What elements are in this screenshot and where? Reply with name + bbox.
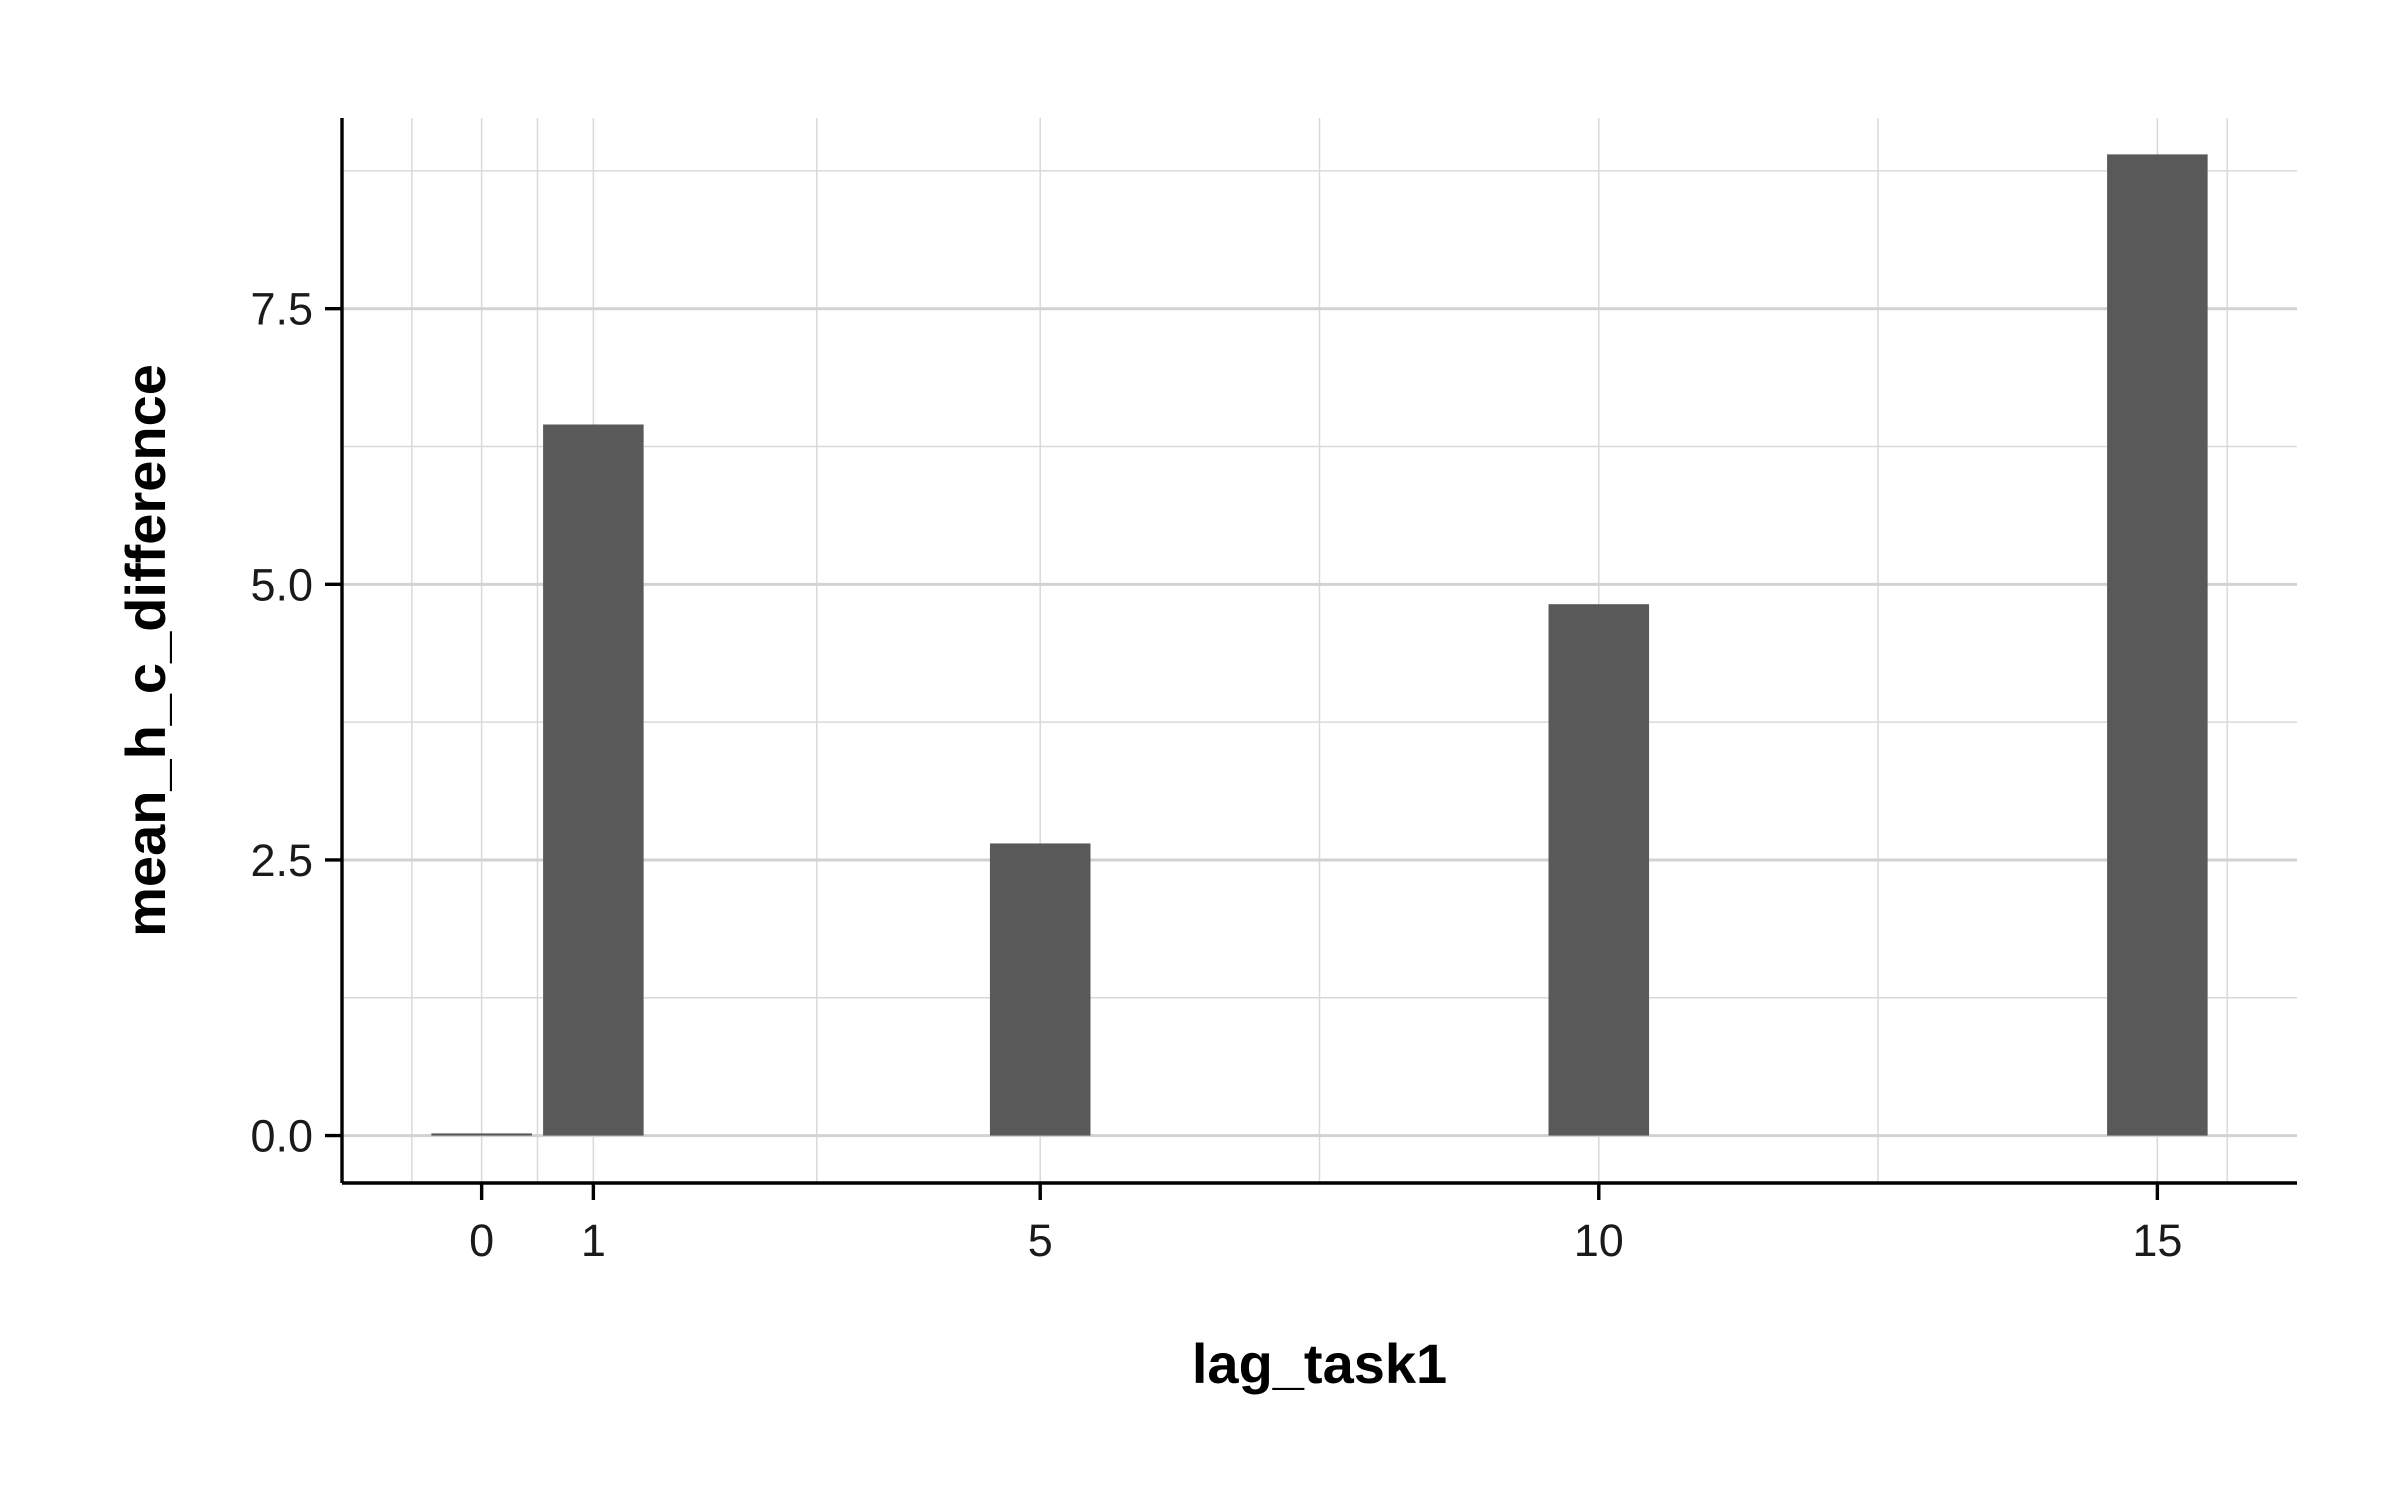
x-axis-title: lag_task1 bbox=[1192, 1332, 1447, 1395]
bar-lag-10 bbox=[1548, 604, 1650, 1136]
x-tick-label-3: 10 bbox=[1574, 1215, 1624, 1266]
x-tick-label-1: 1 bbox=[581, 1215, 606, 1266]
bar-lag-1 bbox=[543, 424, 644, 1136]
bar-lag-15 bbox=[2107, 154, 2208, 1136]
bars bbox=[431, 154, 2208, 1136]
y-tick-label-3: 7.5 bbox=[250, 284, 313, 335]
y-tick-label-2: 5.0 bbox=[250, 559, 313, 610]
bar-lag-5 bbox=[989, 843, 1091, 1136]
axes bbox=[340, 118, 2297, 1185]
ticks: 0 1 5 10 150.02.55.07.5 bbox=[250, 284, 2182, 1266]
y-tick-label-1: 2.5 bbox=[250, 835, 313, 886]
bar-lag-0 bbox=[431, 1133, 532, 1136]
y-axis-title: mean_h_c_difference bbox=[114, 364, 177, 937]
x-tick-label-2: 5 bbox=[1028, 1215, 1053, 1266]
y-tick-label-0: 0.0 bbox=[250, 1111, 313, 1162]
x-tick-label-0: 0 bbox=[469, 1215, 494, 1266]
x-tick-label-4: 15 bbox=[2132, 1215, 2182, 1266]
